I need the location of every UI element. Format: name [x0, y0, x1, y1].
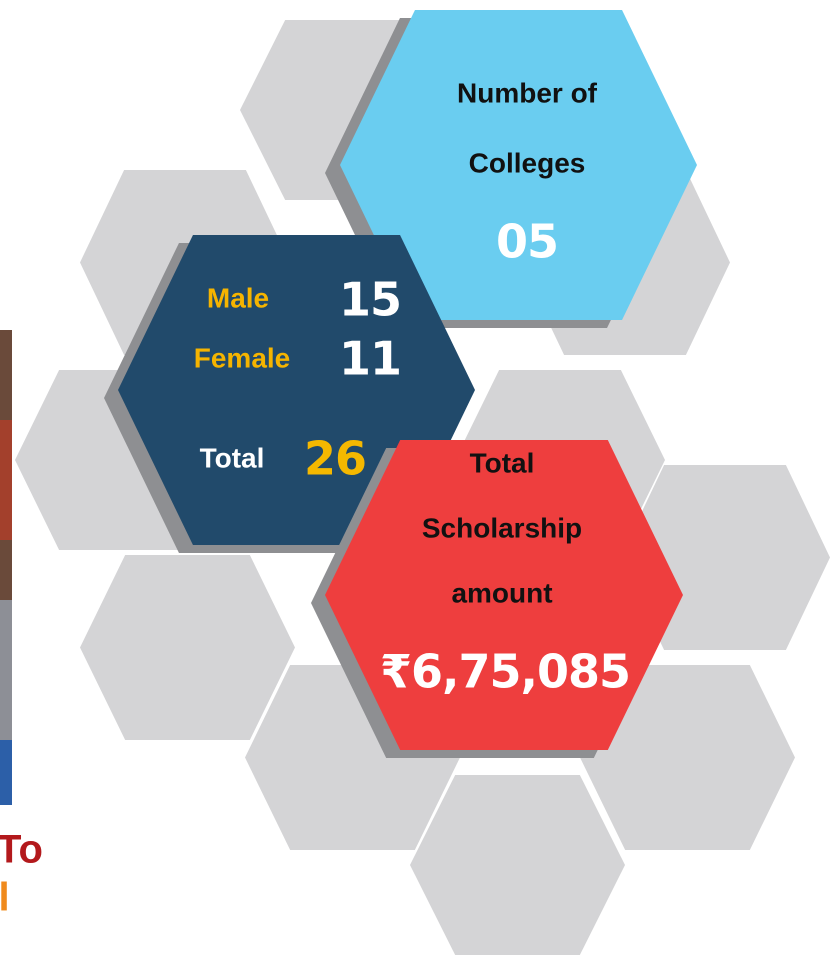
female-value: 11: [339, 332, 401, 386]
total-label: Total: [200, 442, 265, 473]
colleges-value: 05: [496, 215, 558, 269]
side-text: To: [0, 828, 43, 872]
photo-strip-detail: [0, 740, 12, 805]
photo-strip-detail: [0, 600, 12, 740]
page: Number of Colleges 05 Male 15 Female 11 …: [0, 0, 835, 959]
female-label: Female: [194, 342, 291, 373]
photo-strip-detail: [0, 420, 12, 540]
scholarship-label: amount: [451, 577, 552, 608]
grey-hexagon: [410, 775, 625, 955]
scholarship-label: Scholarship: [422, 512, 582, 543]
total-value: 26: [304, 432, 366, 486]
colleges-label: Colleges: [469, 147, 586, 178]
colleges-label: Number of: [457, 77, 598, 108]
grey-hexagon: [80, 555, 295, 740]
scholarship-value: ₹6,75,085: [380, 645, 630, 699]
male-value: 15: [339, 273, 401, 327]
male-label: Male: [207, 282, 269, 313]
infographic: Number of Colleges 05 Male 15 Female 11 …: [0, 0, 835, 959]
background-shapes: [15, 10, 830, 955]
scholarship-label: Total: [470, 447, 535, 478]
side-text: l: [0, 876, 10, 920]
